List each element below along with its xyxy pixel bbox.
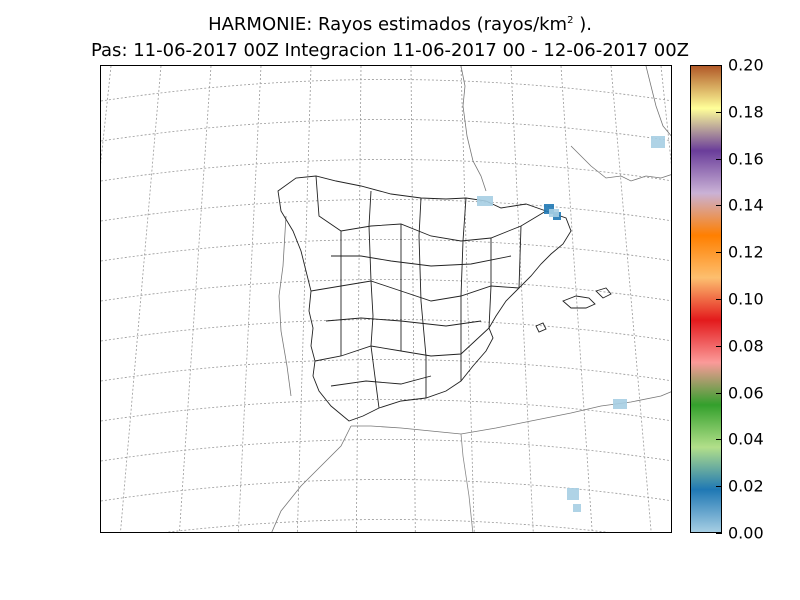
longitude-gridline (410, 66, 416, 532)
colorbar-tick-mark (716, 65, 722, 66)
lightning-cell (573, 504, 581, 512)
colorbar-tick-label: 0.12 (728, 242, 764, 262)
latitude-gridline (165, 519, 609, 532)
iberia-outline (277, 175, 572, 422)
colorbar-tick-mark (716, 205, 722, 207)
longitude-gridline (179, 66, 212, 532)
lightning-cell (549, 209, 559, 217)
colorbar-tick-mark (716, 111, 722, 113)
colorbar-tick-label: 0.06 (728, 383, 764, 403)
colorbar-tick-mark (716, 299, 722, 300)
title-superscript: 2 (567, 15, 574, 26)
map-title-line1: HARMONIE: Rayos estimados (rayos/km2 ). (10, 14, 790, 35)
title-prefix: HARMONIE: Rayos estimados (rayos/km (208, 14, 568, 35)
colorbar-tick-label: 0.10 (728, 289, 764, 309)
latitude-gridline (101, 119, 671, 142)
longitude-gridline (610, 66, 652, 532)
longitude-gridline (460, 66, 475, 532)
colorbar-tick-mark (716, 252, 722, 254)
latitude-gridline (101, 279, 671, 302)
latitude-gridline (101, 439, 671, 462)
colorbar-tick-label: 0.18 (728, 102, 764, 122)
longitude-gridline (238, 66, 262, 532)
lightning-cell (567, 488, 579, 500)
colorbar-tick-mark (716, 158, 722, 160)
lightning-cell (477, 196, 493, 206)
lightning-cell (613, 399, 627, 409)
map-canvas (101, 66, 671, 532)
title-suffix: ). (573, 14, 592, 35)
lightning-cells (477, 136, 665, 512)
colorbar-tick-mark (716, 439, 722, 441)
longitude-gridline (355, 66, 362, 532)
latitude-gridline (101, 479, 671, 502)
longitude-gridline (296, 66, 312, 532)
colorbar-tick-mark (716, 345, 722, 347)
colorbar-tick-mark (716, 533, 722, 534)
colorbar-tick-label: 0.02 (728, 476, 764, 496)
latitude-gridline (101, 399, 671, 422)
latitude-gridline (101, 359, 671, 382)
colorbar-tick-label: 0.08 (728, 336, 764, 356)
lightning-cell (651, 136, 665, 148)
colorbar-tick-mark (716, 392, 722, 394)
map-coastlines (271, 66, 671, 532)
latitude-gridline (101, 79, 671, 102)
latitude-gridline (101, 319, 671, 342)
colorbar-tick-label: 0.00 (728, 523, 764, 543)
colorbar-tick-label: 0.16 (728, 149, 764, 169)
longitude-gridline (120, 66, 162, 532)
colorbar-tick-label: 0.04 (728, 429, 764, 449)
colorbar-tick-label: 0.20 (728, 55, 764, 75)
balearic-islands (535, 287, 612, 333)
colorbar-tick-label: 0.14 (728, 195, 764, 215)
latitude-gridline (101, 239, 671, 262)
colorbar-tick-mark (716, 486, 722, 488)
map-panel (100, 65, 672, 533)
latitude-gridline (101, 199, 671, 222)
latitude-gridline (101, 159, 671, 182)
map-gridlines (101, 66, 671, 532)
map-title-line2: Pas: 11-06-2017 00Z Integracion 11-06-20… (90, 40, 689, 61)
longitude-gridline (510, 66, 534, 532)
